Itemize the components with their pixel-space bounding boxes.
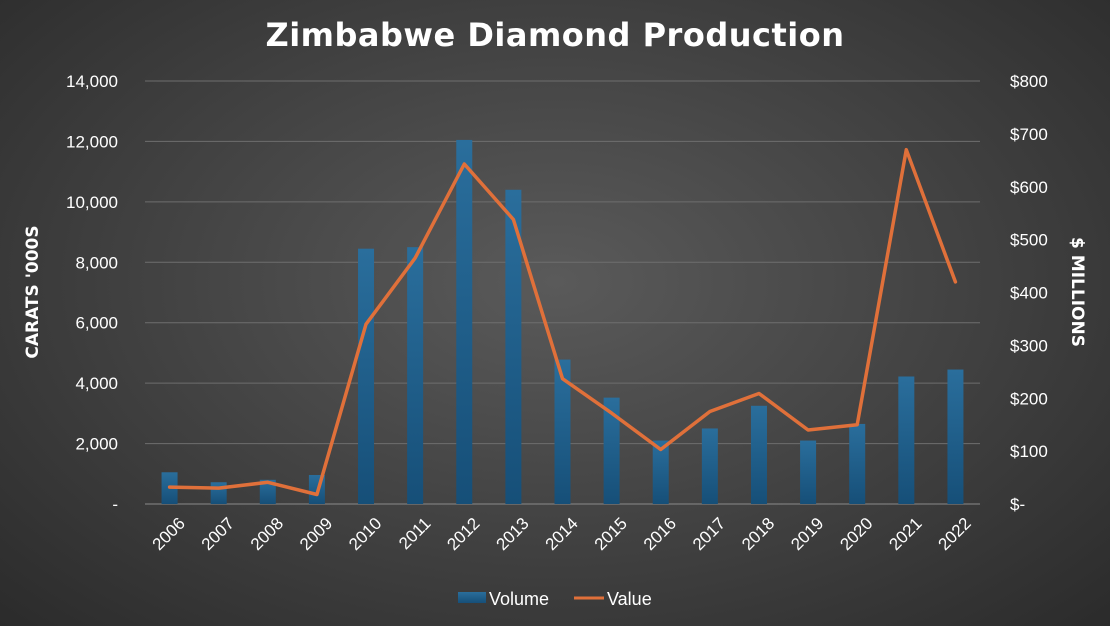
- legend-value-label: Value: [607, 589, 652, 609]
- bar-volume-2019: [800, 440, 817, 504]
- right-axis-tick-label: $200: [1010, 389, 1048, 408]
- x-axis-tick-label: 2018: [738, 514, 778, 554]
- x-axis-tick-label: 2008: [247, 514, 287, 554]
- bar-volume-2020: [849, 423, 866, 504]
- x-axis-tick-label: 2010: [345, 514, 385, 554]
- right-axis-tick-label: $600: [1010, 178, 1048, 197]
- left-axis-tick-label: 8,000: [75, 253, 118, 272]
- bar-volume-2014: [554, 359, 571, 504]
- bar-volume-2021: [898, 376, 915, 504]
- bar-volume-2018: [750, 405, 767, 504]
- bar-volume-2010: [358, 248, 375, 504]
- left-axis-tick-label: 12,000: [66, 132, 118, 151]
- x-axis-tick-label: 2022: [935, 514, 975, 554]
- x-axis-tick-label: 2016: [640, 514, 680, 554]
- line-series-value: [167, 147, 958, 497]
- bar-volume-2007: [210, 482, 227, 504]
- left-axis-title: CARATS '000S: [23, 225, 43, 358]
- x-axis-tick-label: 2021: [885, 514, 925, 554]
- x-axis-tick-label: 2013: [493, 514, 533, 554]
- right-axis-tick-label: $100: [1010, 442, 1048, 461]
- bar-volume-2011: [407, 247, 424, 504]
- right-axis-tick-label: $500: [1010, 231, 1048, 250]
- right-axis-tick-label: $300: [1010, 336, 1048, 355]
- bar-volume-2017: [701, 428, 718, 504]
- left-axis-tick-label: -: [112, 495, 118, 514]
- x-axis-tick-label: 2019: [787, 514, 827, 554]
- left-axis-tick-label: 2,000: [75, 435, 118, 454]
- right-axis-tick-label: $800: [1010, 72, 1048, 91]
- x-axis-tick-label: 2011: [395, 514, 434, 553]
- x-axis-tick-label: 2015: [591, 514, 631, 554]
- right-axis-tick-label: $-: [1010, 495, 1025, 514]
- bar-volume-2015: [603, 397, 620, 504]
- legend-volume-swatch: [458, 592, 486, 603]
- right-axis-title: $ MILLIONS: [1067, 237, 1087, 347]
- left-axis-ticks: - 2,000 4,000 6,000 8,000 10,000 12,000 14,000: [66, 72, 118, 514]
- bar-volume-2016: [652, 440, 669, 504]
- x-axis-tick-label: 2006: [149, 514, 189, 554]
- bar-volume-2008: [259, 479, 276, 504]
- x-axis-tick-label: 2017: [689, 514, 729, 554]
- left-axis-tick-label: 6,000: [75, 314, 118, 333]
- bar-volume-2022: [947, 369, 964, 504]
- bar-volume-2013: [505, 189, 522, 504]
- left-axis-tick-label: 10,000: [66, 193, 118, 212]
- x-axis-ticks: 2006 2007 2008 2009 2010 2011 2012 2013 2014 2015…: [149, 514, 975, 554]
- x-axis-tick-label: 2014: [542, 514, 582, 554]
- left-axis-tick-label: 14,000: [66, 72, 118, 91]
- x-axis-tick-label: 2009: [296, 514, 336, 554]
- bar-series-volume: [161, 139, 964, 505]
- left-axis-tick-label: 4,000: [75, 374, 118, 393]
- right-axis-tick-label: $400: [1010, 284, 1048, 303]
- chart-title: Zimbabwe Diamond Production: [265, 16, 844, 54]
- legend: Volume Value: [458, 589, 652, 609]
- right-axis-tick-label: $700: [1010, 125, 1048, 144]
- x-axis-tick-label: 2007: [198, 514, 238, 554]
- right-axis-ticks: $- $100 $200 $300 $400 $500 $600 $700 $800: [1010, 72, 1048, 514]
- x-axis-tick-label: 2020: [836, 514, 876, 554]
- x-axis-tick-label: 2012: [443, 514, 483, 554]
- bar-volume-2012: [456, 139, 473, 505]
- legend-volume-label: Volume: [489, 589, 549, 609]
